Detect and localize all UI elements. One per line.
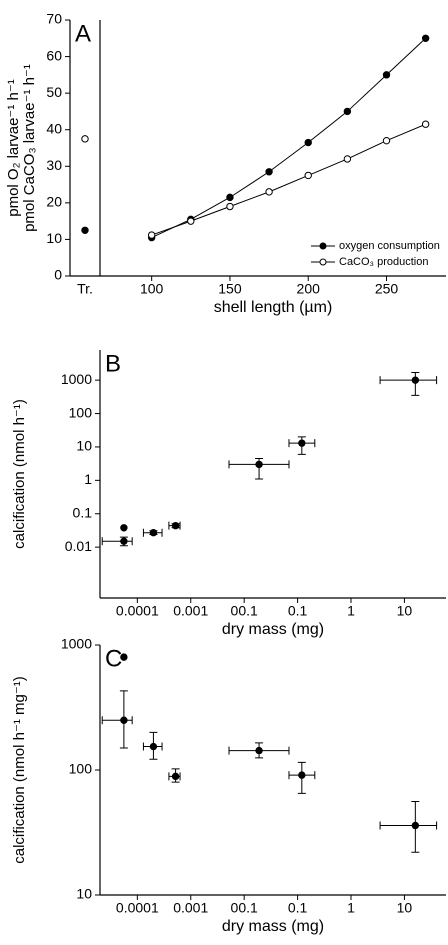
data-point	[265, 188, 273, 196]
x-axis-label: dry mass (mg)	[222, 918, 324, 935]
data-point	[255, 746, 263, 755]
x-tick-label: 0.0001	[116, 900, 159, 916]
x-error-bar	[379, 376, 438, 385]
x-tick-label: 00.1	[231, 603, 258, 619]
y-tick-label: 0.01	[65, 538, 92, 554]
y-tick-label: 1000	[61, 371, 92, 387]
data-point	[304, 171, 312, 180]
x-error-bar	[101, 716, 133, 725]
data-point	[120, 653, 128, 661]
x-tick-label: 10	[397, 900, 413, 916]
x-tick-label: Tr.	[77, 281, 93, 297]
data-point	[81, 226, 89, 234]
series-line	[151, 123, 426, 236]
y-tick-label: 0.1	[73, 504, 93, 520]
x-tick-label: 0.001	[173, 900, 208, 916]
data-point	[149, 529, 158, 537]
y-tick-label: 40	[46, 120, 62, 136]
y-tick-label: 100	[69, 404, 93, 420]
data-point	[81, 135, 89, 143]
data-point	[421, 34, 430, 42]
panel-label: C	[105, 645, 122, 672]
x-tick-label: 1	[347, 900, 355, 916]
panel-label: A	[75, 20, 91, 47]
y-tick-label: 10	[76, 886, 92, 902]
y-tick-label: 20	[46, 194, 62, 210]
data-point	[382, 71, 391, 79]
data-point	[304, 138, 312, 147]
panel-label: B	[105, 350, 121, 377]
data-point	[187, 217, 195, 225]
data-point	[421, 120, 430, 128]
x-tick-label: 00.1	[231, 900, 258, 916]
x-tick-label: 100	[140, 281, 164, 297]
x-error-bar	[101, 537, 133, 546]
data-point	[343, 155, 352, 163]
data-point	[382, 136, 391, 145]
data-point	[147, 231, 156, 239]
x-tick-label: 0.1	[288, 900, 308, 916]
y-tick-label: 10	[76, 438, 92, 454]
y-tick-label: 50	[46, 84, 62, 100]
x-axis-label: shell length (µm)	[214, 299, 333, 316]
data-point	[171, 521, 180, 530]
x-tick-label: 1	[347, 603, 355, 619]
y-tick-label: 100	[69, 761, 93, 777]
x-tick-label: 200	[297, 281, 321, 297]
legend-label: oxygen consumption	[339, 240, 440, 252]
data-point	[120, 524, 128, 532]
data-point	[120, 716, 128, 724]
y-tick-label: 70	[46, 11, 62, 27]
y-tick-label: 30	[46, 157, 62, 173]
data-point	[171, 772, 180, 781]
x-tick-label: 0.1	[288, 603, 308, 619]
legend-marker	[319, 242, 327, 250]
legend-label: CaCO₃ production	[339, 256, 428, 268]
y-tick-label: 10	[46, 230, 62, 246]
data-point	[411, 376, 420, 384]
y-tick-label: 1000	[61, 636, 92, 652]
y-tick-label: 1	[84, 471, 92, 487]
data-point	[298, 771, 306, 779]
legend-marker	[319, 258, 327, 266]
y-axis-label: pmol O₂ larvae⁻¹ h⁻¹	[5, 79, 22, 217]
x-tick-label: 10	[397, 603, 413, 619]
data-point	[149, 742, 158, 751]
x-tick-label: 150	[218, 281, 242, 297]
y-error-bar	[411, 371, 420, 396]
y-axis-label: calcification (nmol h⁻¹)	[11, 399, 28, 549]
data-point	[298, 439, 306, 447]
data-point	[226, 202, 234, 211]
x-tick-label: 0.0001	[116, 603, 159, 619]
x-error-bar	[379, 821, 438, 830]
data-point	[120, 537, 128, 545]
x-axis-label: dry mass (mg)	[222, 621, 324, 638]
x-tick-label: 0.001	[173, 603, 208, 619]
series-line	[151, 37, 426, 239]
y-tick-label: 0	[54, 267, 62, 283]
x-tick-label: 250	[375, 281, 399, 297]
data-point	[343, 107, 352, 116]
y-tick-label: 60	[46, 47, 62, 63]
data-point	[255, 460, 263, 469]
data-point	[411, 821, 420, 830]
y-axis-label: pmol CaCO₃ larvae⁻¹ h⁻¹	[21, 64, 38, 232]
data-point	[265, 168, 273, 176]
y-axis-label: calcification (nmol h⁻¹ mg⁻¹)	[11, 676, 28, 864]
data-point	[226, 193, 234, 202]
